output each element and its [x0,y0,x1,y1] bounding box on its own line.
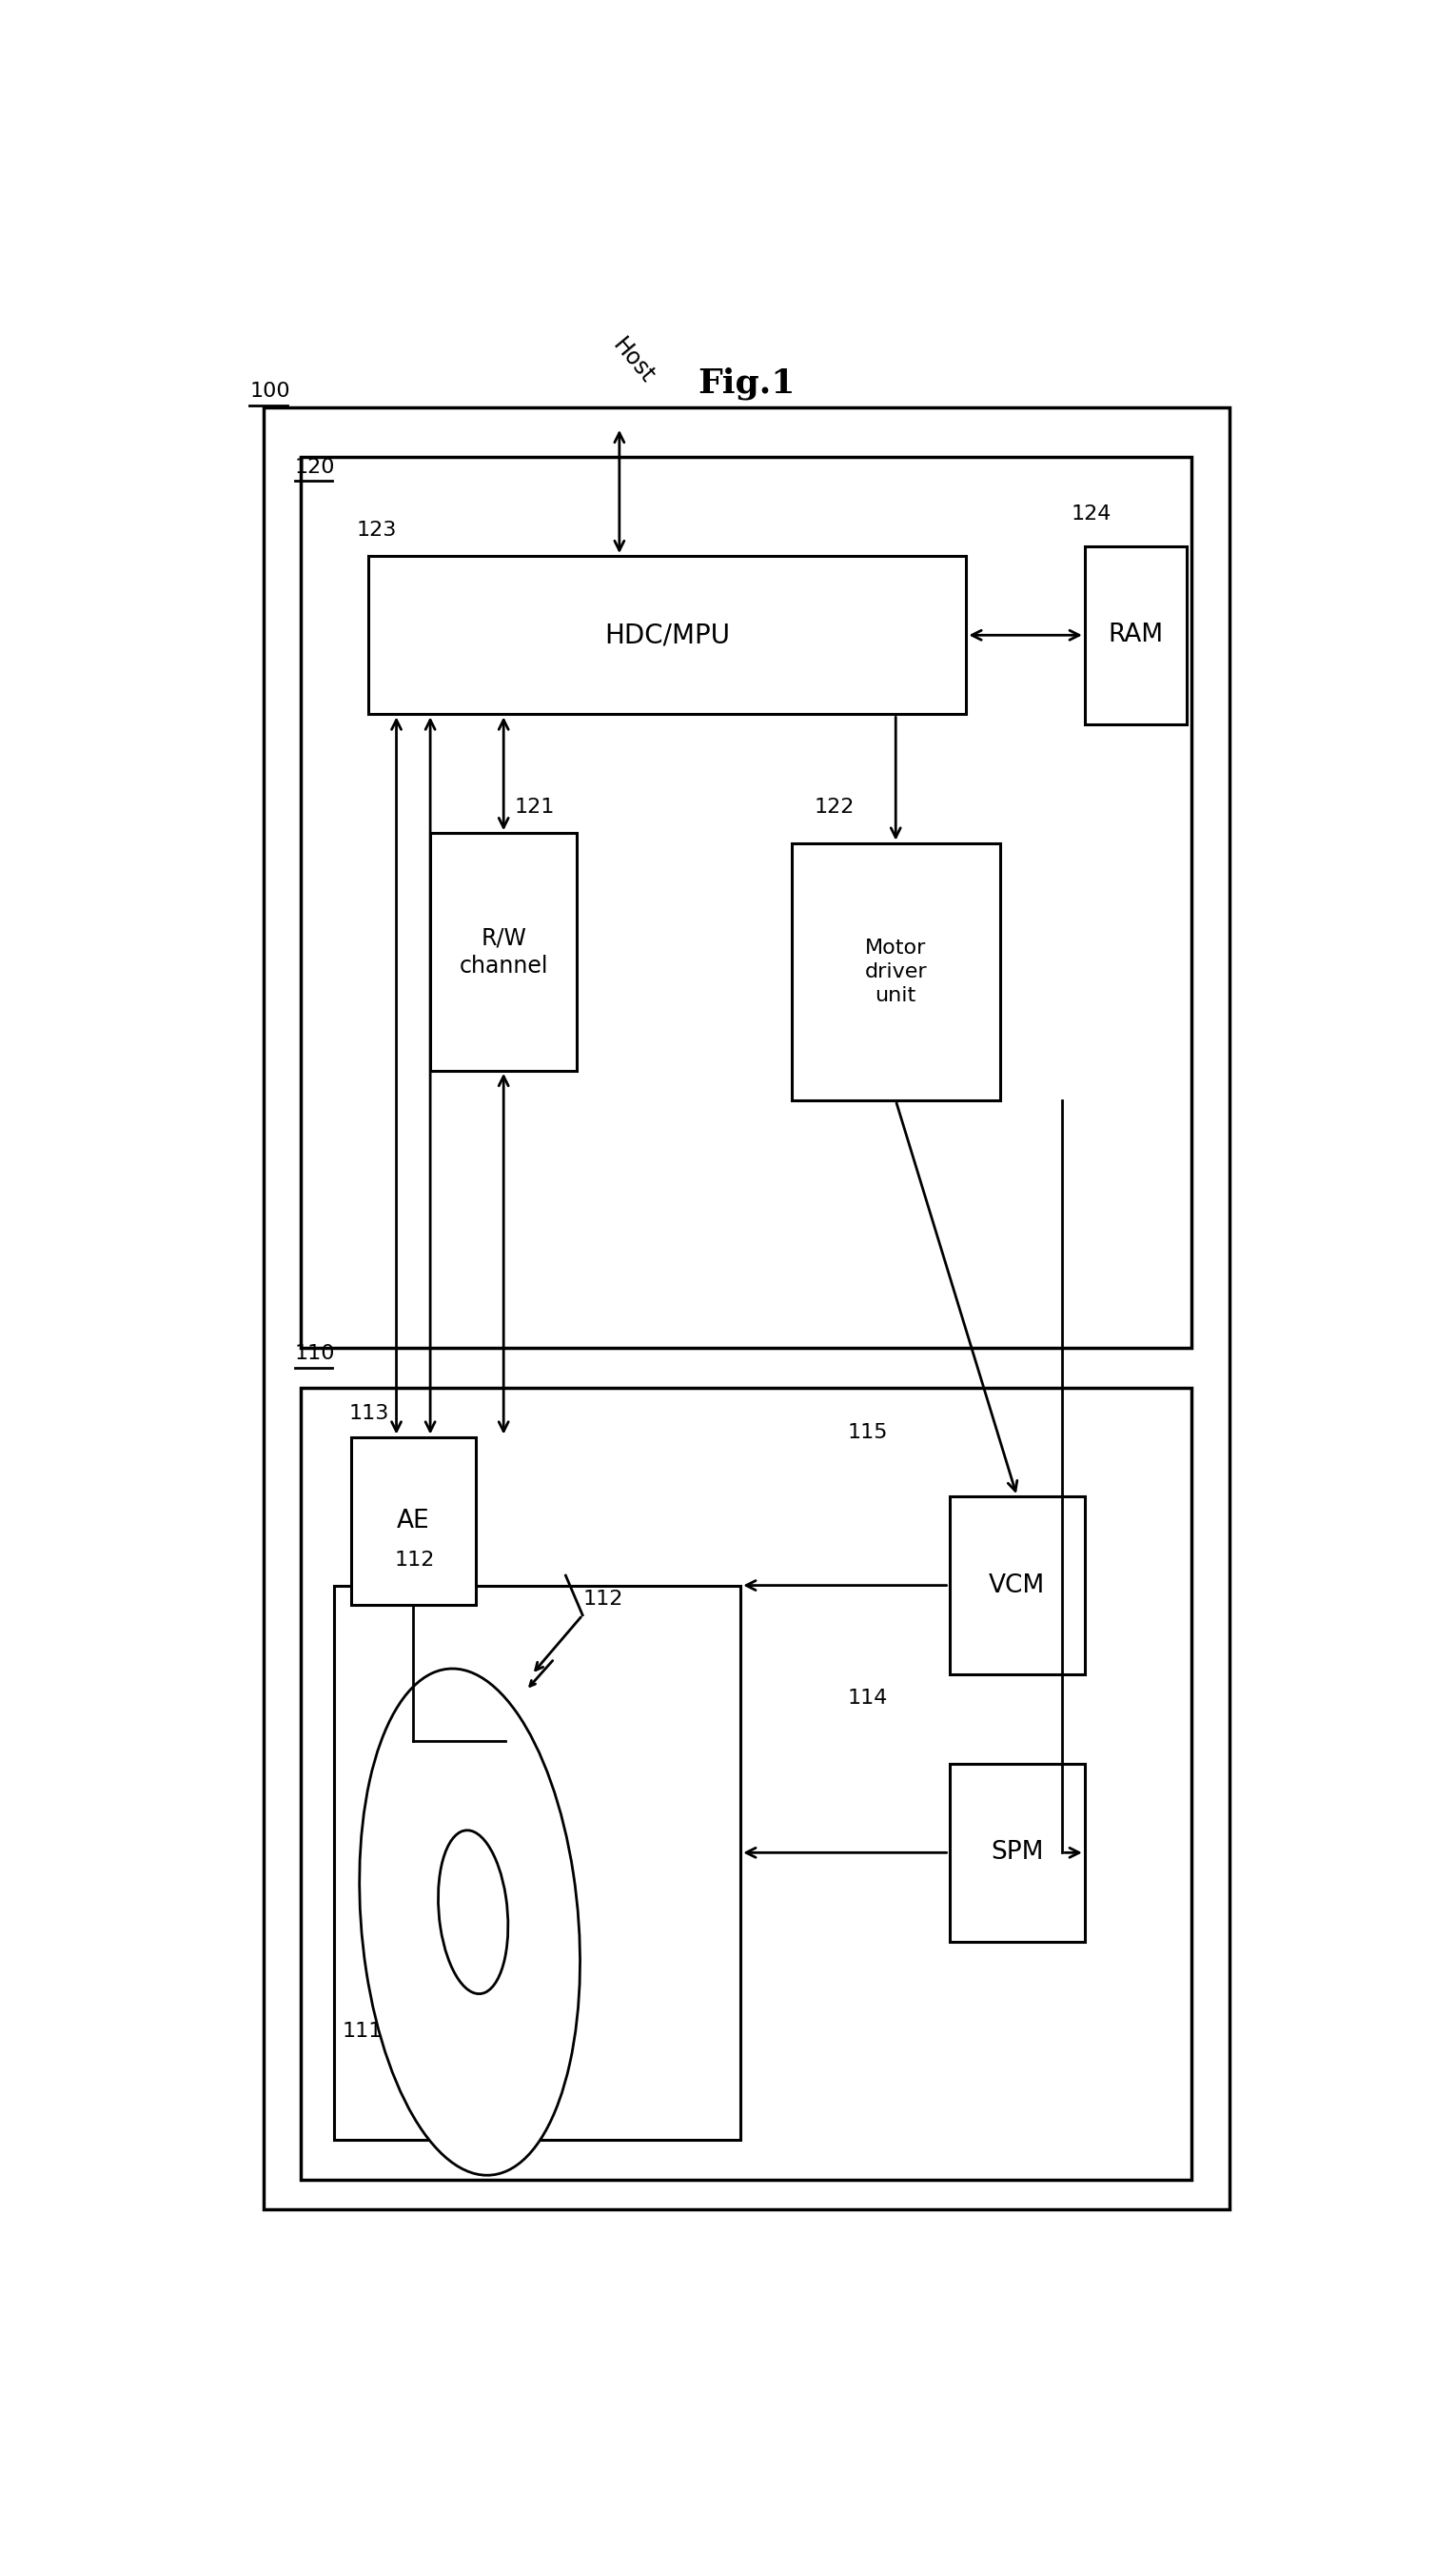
Bar [1085,545,1187,725]
Text: R/W
channel: R/W channel [459,926,547,977]
Text: 100: 100 [250,383,290,401]
Bar [264,409,1229,2208]
Bar [368,555,967,715]
Text: 124: 124 [1072,504,1111,524]
Text: 111: 111 [342,2021,383,2041]
Text: RAM: RAM [1108,622,1163,648]
Text: 110: 110 [294,1345,335,1363]
Bar [300,458,1192,1347]
Text: Fig.1: Fig.1 [697,368,795,401]
Bar [335,1586,741,2139]
Bar [351,1437,475,1604]
Text: SPM: SPM [990,1841,1044,1864]
Ellipse shape [438,1831,508,1995]
Text: VCM: VCM [989,1573,1045,1597]
Text: 112: 112 [395,1550,434,1568]
Ellipse shape [360,1669,579,2175]
Text: Motor
driver
unit: Motor driver unit [865,938,927,1005]
Text: 123: 123 [357,522,397,540]
Text: 113: 113 [349,1404,389,1422]
Text: Host: Host [607,334,658,388]
Text: 112: 112 [582,1589,623,1609]
Text: HDC/MPU: HDC/MPU [604,622,729,648]
Text: 121: 121 [515,797,555,818]
Bar [300,1388,1192,2180]
Text: 114: 114 [847,1689,888,1707]
Bar [792,843,1000,1100]
Text: 120: 120 [294,458,335,476]
Bar [949,1496,1085,1674]
Bar [949,1764,1085,1941]
Bar [431,833,577,1070]
Text: 115: 115 [847,1424,888,1442]
Text: 122: 122 [814,797,855,818]
Text: AE: AE [397,1509,430,1532]
